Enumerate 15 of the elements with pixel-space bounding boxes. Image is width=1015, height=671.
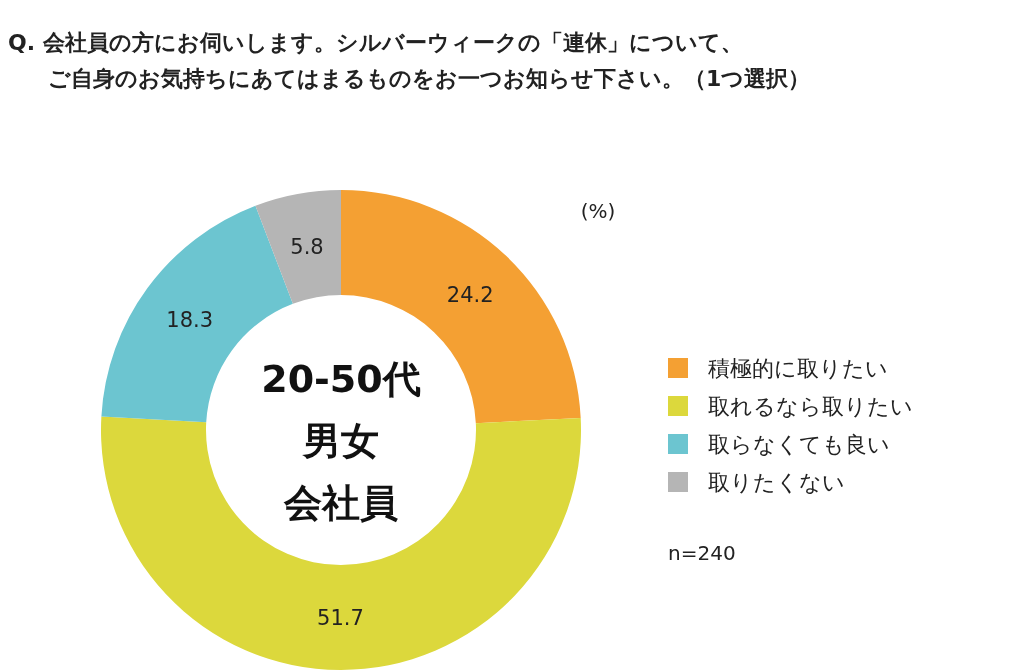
- text: 20-50代: [261, 357, 421, 401]
- data-label: 5.8: [290, 234, 324, 259]
- data-label: 24.2: [446, 283, 494, 308]
- data-label: 18.3: [166, 308, 214, 333]
- legend-label: 取れるなら取りたい: [708, 394, 913, 419]
- legend-label: 積極的に取りたい: [708, 356, 888, 381]
- data-label: 51.7: [317, 606, 364, 631]
- text: 会社員: [283, 481, 398, 525]
- chart-subtitle: ご自身のお気持ちにあてはまるものをお一つお知らせ下さい。（1つ選択）: [48, 66, 811, 91]
- legend-label: 取らなくても良い: [708, 432, 890, 457]
- text: n=240: [668, 541, 736, 565]
- text: 男女: [302, 419, 379, 463]
- legend-label: 取りたくない: [708, 470, 845, 495]
- chart-title: Q. 会社員の方にお伺いします。シルバーウィークの「連休」について、: [8, 30, 743, 55]
- text: (%): [580, 199, 616, 223]
